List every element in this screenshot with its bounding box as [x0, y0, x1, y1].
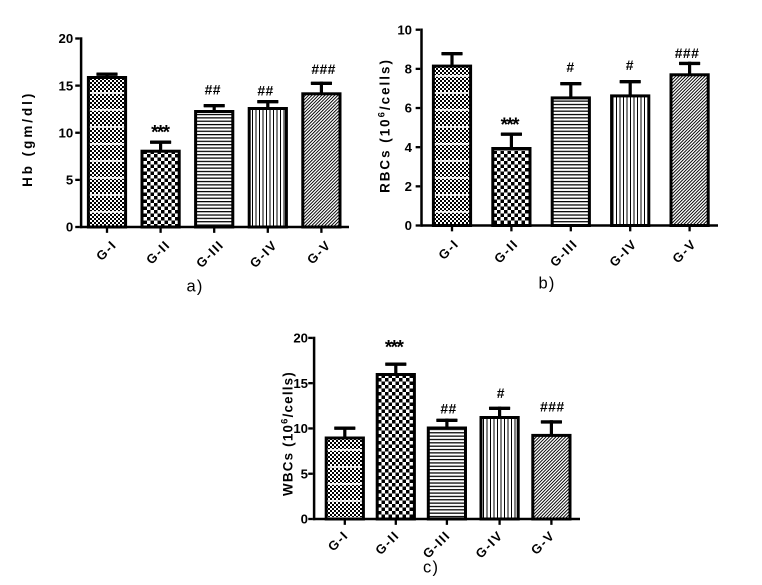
svg-text:##: ## [257, 82, 273, 98]
svg-text:10: 10 [397, 22, 412, 37]
svg-text:##: ## [440, 400, 456, 416]
svg-text:WBCs (106/cells): WBCs (106/cells) [279, 371, 295, 496]
svg-text:10: 10 [293, 421, 308, 436]
svg-text:Hb (gm/dl): Hb (gm/dl) [20, 91, 35, 187]
svg-text:***: *** [501, 115, 521, 136]
svg-text:5: 5 [301, 466, 308, 481]
svg-text:0: 0 [301, 512, 308, 527]
svg-text:c): c) [423, 559, 439, 577]
svg-text:#: # [566, 59, 574, 75]
svg-text:15: 15 [293, 376, 308, 391]
svg-text:###: ### [311, 61, 336, 77]
svg-text:10: 10 [59, 125, 74, 140]
svg-text:#: # [626, 57, 634, 73]
svg-text:20: 20 [293, 331, 308, 346]
svg-text:0: 0 [405, 218, 412, 233]
svg-text:20: 20 [59, 31, 74, 46]
svg-text:###: ### [675, 45, 700, 61]
svg-text:6: 6 [405, 101, 412, 116]
svg-text:b): b) [539, 275, 556, 293]
svg-text:0: 0 [66, 220, 73, 235]
svg-text:###: ### [540, 399, 565, 415]
svg-text:8: 8 [405, 62, 412, 77]
svg-text:##: ## [205, 82, 221, 98]
svg-text:4: 4 [405, 140, 413, 155]
svg-text:5: 5 [66, 173, 73, 188]
svg-text:***: *** [385, 337, 405, 358]
svg-text:RBCs (106/cells): RBCs (106/cells) [376, 58, 392, 193]
svg-text:***: *** [151, 123, 171, 144]
svg-text:15: 15 [59, 78, 74, 93]
svg-text:a): a) [187, 278, 204, 296]
svg-text:2: 2 [405, 179, 412, 194]
svg-text:#: # [497, 385, 505, 401]
